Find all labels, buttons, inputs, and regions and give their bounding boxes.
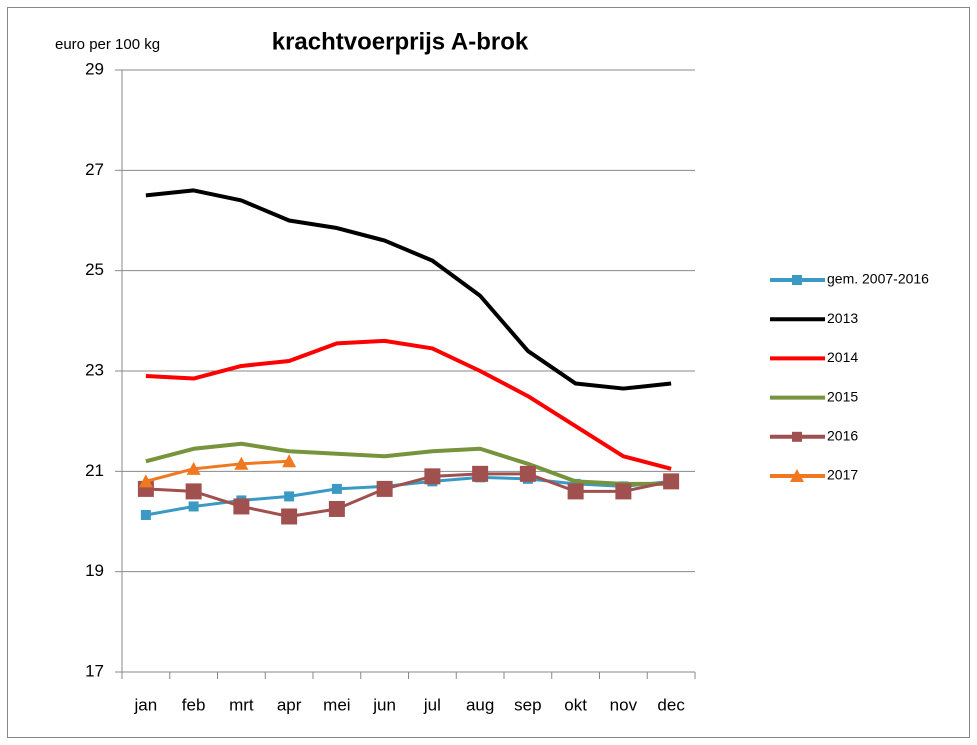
marker — [282, 454, 297, 468]
legend-label: 2017 — [827, 467, 858, 483]
marker — [792, 275, 802, 285]
marker — [663, 473, 680, 490]
series-line — [145, 441, 672, 486]
x-tick-label: okt — [564, 695, 587, 714]
y-tick-label: 27 — [85, 160, 104, 179]
x-tick-label: jun — [372, 695, 396, 714]
y-tick-label: 29 — [85, 59, 104, 78]
y-tick-label: 25 — [85, 260, 104, 279]
marker — [188, 501, 199, 512]
chart-frame — [7, 7, 970, 738]
x-tick-label: nov — [610, 695, 638, 714]
marker — [138, 474, 153, 488]
legend-label: 2015 — [827, 388, 858, 404]
y-tick-label: 19 — [85, 561, 104, 580]
marker — [140, 509, 151, 520]
marker — [284, 491, 295, 502]
x-tick-label: dec — [657, 695, 685, 714]
marker — [792, 431, 802, 442]
x-tick-label: mrt — [229, 695, 254, 714]
marker — [519, 465, 536, 482]
legend-label: gem. 2007-2016 — [827, 271, 929, 287]
marker — [424, 468, 441, 485]
legend-label: 2013 — [827, 310, 858, 326]
marker — [281, 508, 298, 525]
y-tick-label: 23 — [85, 360, 104, 379]
x-tick-label: apr — [277, 695, 302, 714]
legend-label: 2016 — [827, 428, 858, 444]
marker — [331, 483, 342, 494]
series-line — [145, 338, 672, 471]
x-tick-label: jan — [134, 695, 158, 714]
legend-label: 2014 — [827, 349, 858, 365]
marker — [328, 500, 345, 517]
marker — [472, 465, 489, 482]
chart-title: krachtvoerprijs A-brok — [272, 28, 529, 55]
y-tick-label: 21 — [85, 461, 104, 480]
marker — [186, 461, 201, 475]
marker — [567, 483, 584, 500]
marker — [376, 480, 393, 497]
y-axis-label: euro per 100 kg — [55, 36, 160, 53]
series-line — [145, 459, 290, 483]
x-tick-label: jul — [423, 695, 441, 714]
series-line — [145, 188, 672, 391]
marker — [185, 483, 202, 500]
marker — [790, 469, 804, 482]
marker — [615, 483, 632, 500]
y-tick-label: 17 — [85, 661, 104, 680]
x-tick-label: feb — [182, 695, 206, 714]
marker — [234, 456, 249, 470]
x-tick-label: aug — [466, 695, 494, 714]
x-tick-label: sep — [514, 695, 541, 714]
marker — [233, 498, 250, 515]
x-tick-label: mei — [323, 695, 350, 714]
